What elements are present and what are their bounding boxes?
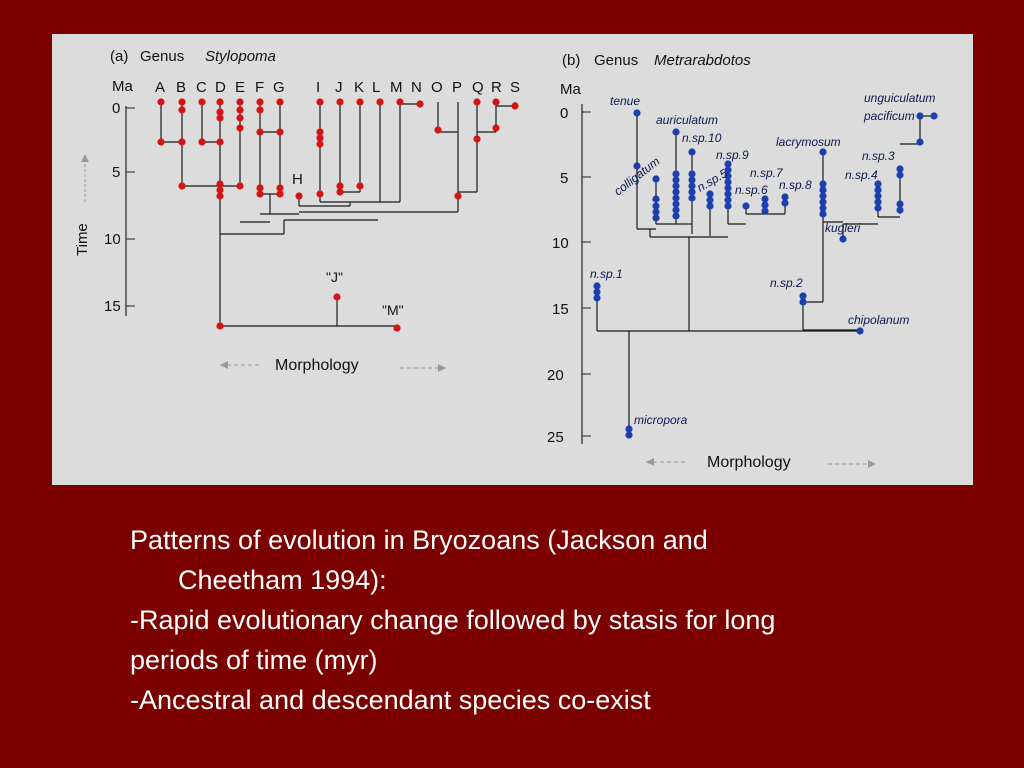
panel-b-tick-10: 10 <box>552 235 569 252</box>
species-n-sp-4: n.sp.4 <box>845 168 878 182</box>
species-letter-f: F <box>255 79 264 96</box>
caption-line-4: periods of time (myr) <box>130 645 378 675</box>
panel-a-title-prefix: Genus <box>140 48 184 65</box>
panel-b-morphology-arrows <box>646 458 876 468</box>
species-unguiculatum: unguiculatum <box>864 91 935 105</box>
species-pacificum: pacificum <box>863 109 915 123</box>
caption-line-1: Patterns of evolution in Bryozoans (Jack… <box>130 525 708 555</box>
species-letter-o: O <box>431 79 443 96</box>
panel-a-time-label: Time <box>74 223 91 256</box>
species-letter-r: R <box>491 79 502 96</box>
species-chipolanum: chipolanum <box>848 313 909 327</box>
species-micropora: micropora <box>634 413 688 427</box>
panel-a-tick-5: 5 <box>112 164 120 181</box>
species-n-sp-6: n.sp.6 <box>735 183 768 197</box>
caption-line-3: -Rapid evolutionary change followed by s… <box>130 605 776 635</box>
panel-b-ticks: 0 5 10 15 20 25 <box>547 105 591 446</box>
species-kugleri: kugleri <box>825 221 861 235</box>
species-n-sp-10: n.sp.10 <box>682 131 722 145</box>
species-letter-j: J <box>335 79 343 96</box>
species-letter-e: E <box>235 79 245 96</box>
species-letter-m: M <box>390 79 403 96</box>
species-n-sp-7: n.sp.7 <box>750 166 784 180</box>
panel-b-fossil-dots <box>593 109 938 439</box>
panel-a-axis-unit: Ma <box>112 78 133 95</box>
species-letter-g: G <box>273 79 285 96</box>
panel-a-tick-15: 15 <box>104 298 121 315</box>
panel-b-tick-15: 15 <box>552 301 569 318</box>
ancestor-label-j: "J" <box>326 269 343 285</box>
species-lacrymosum: lacrymosum <box>776 135 841 149</box>
species-tenue: tenue <box>610 94 640 108</box>
panel-a-species-letters: A B C D E F G I J K L M N O P Q R S <box>155 79 520 96</box>
species-letter-c: C <box>196 79 207 96</box>
panel-b-axis-unit: Ma <box>560 81 581 98</box>
species-auriculatum: auriculatum <box>656 113 718 127</box>
panel-b-tick-20: 20 <box>547 367 564 384</box>
panel-a-ticks: 0 5 10 15 <box>104 100 135 315</box>
panel-b-title-prefix: Genus <box>594 52 638 69</box>
species-n-sp-3: n.sp.3 <box>862 149 895 163</box>
species-n-sp-9: n.sp.9 <box>716 148 749 162</box>
species-letter-l: L <box>372 79 380 96</box>
species-letter-i: I <box>316 79 320 96</box>
ancestor-label-m: "M" <box>382 302 404 318</box>
panel-a-morphology-arrows <box>220 361 446 372</box>
panel-b: (b) Genus Metrarabdotos Ma 0 5 10 15 20 … <box>547 52 938 471</box>
panel-b-tick-0: 0 <box>560 105 568 122</box>
species-letter-k: K <box>354 79 364 96</box>
phylogeny-figure: (a) Genus Stylopoma Ma 0 5 10 15 Time A … <box>52 34 973 485</box>
panel-b-label: (b) <box>562 52 580 69</box>
caption-line-5: -Ancestral and descendant species co-exi… <box>130 685 651 715</box>
species-letter-b: B <box>176 79 186 96</box>
caption-line-2: Cheetham 1994): <box>178 565 387 595</box>
panel-a-fossil-dots <box>157 98 519 332</box>
panel-b-morphology-label: Morphology <box>707 454 791 471</box>
panel-a-tree <box>160 102 516 327</box>
panel-b-species-labels: tenue auriculatum n.sp.10 n.sp.9 colliga… <box>590 91 935 427</box>
panel-a-tick-10: 10 <box>104 231 121 248</box>
panel-b-tick-25: 25 <box>547 429 564 446</box>
panel-a-time-arrow <box>81 154 89 202</box>
panel-b-genus: Metrarabdotos <box>654 52 751 69</box>
panel-b-tick-5: 5 <box>560 170 568 187</box>
species-letter-a: A <box>155 79 165 96</box>
panel-a: (a) Genus Stylopoma Ma 0 5 10 15 Time A … <box>74 48 520 374</box>
species-letter-q: Q <box>472 79 484 96</box>
species-letter-n: N <box>411 79 422 96</box>
species-letter-d: D <box>215 79 226 96</box>
slide-caption: Patterns of evolution in Bryozoans (Jack… <box>130 520 970 720</box>
species-label-h: H <box>292 171 303 188</box>
species-letter-s: S <box>510 79 520 96</box>
species-n-sp-5: n.sp.5 <box>695 166 731 195</box>
panel-a-morphology-label: Morphology <box>275 357 359 374</box>
panel-a-tick-0: 0 <box>112 100 120 117</box>
species-n-sp-1: n.sp.1 <box>590 267 623 281</box>
panel-a-label: (a) <box>110 48 128 65</box>
panel-a-genus: Stylopoma <box>205 48 276 65</box>
species-n-sp-8: n.sp.8 <box>779 178 812 192</box>
species-n-sp-2: n.sp.2 <box>770 276 803 290</box>
species-letter-p: P <box>452 79 462 96</box>
